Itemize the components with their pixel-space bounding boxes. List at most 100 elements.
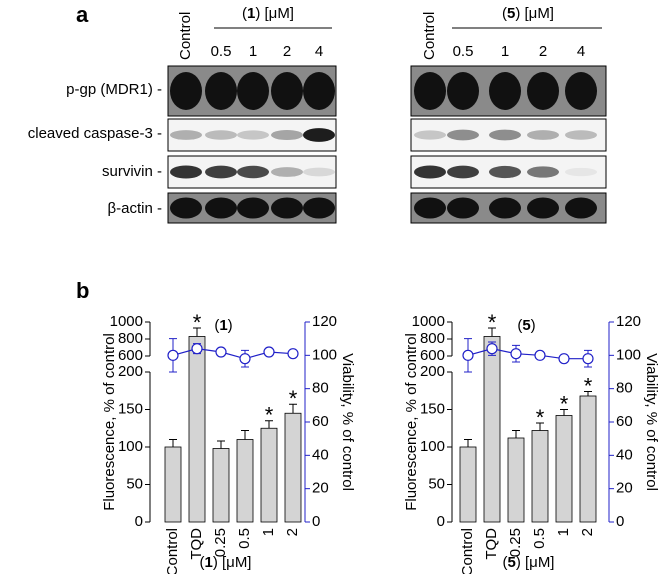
y-tick-label: 100 xyxy=(118,438,143,455)
blot-band xyxy=(170,130,202,140)
y2-tick-label: 20 xyxy=(616,480,633,497)
y2-tick-label: 40 xyxy=(312,446,329,463)
blot-band xyxy=(447,72,479,110)
x-tick-label: Control xyxy=(164,528,181,574)
y2-tick-label: 80 xyxy=(616,380,633,397)
viability-point xyxy=(263,346,275,358)
panel-label: b xyxy=(76,278,89,303)
viability-point xyxy=(582,353,594,365)
y-tick-label: 800 xyxy=(118,330,143,347)
blot-band xyxy=(489,129,521,141)
blot-band xyxy=(489,165,521,179)
viability-point xyxy=(191,343,203,355)
viability-point xyxy=(215,346,227,358)
y-tick-label: 150 xyxy=(118,400,143,417)
x-axis-label: (5) [μM] xyxy=(503,554,555,571)
error-bar xyxy=(464,439,472,447)
viability-point xyxy=(462,349,474,361)
viability-point xyxy=(287,348,299,360)
error-bar xyxy=(217,440,225,449)
blot-band xyxy=(527,72,559,110)
blot-band xyxy=(271,197,303,219)
y-tick-label: 600 xyxy=(118,347,143,364)
x-tick-label: TQD xyxy=(483,528,500,560)
x-tick-label: TQD xyxy=(188,528,205,560)
blot-band xyxy=(565,167,597,177)
lane-label: 2 xyxy=(539,43,547,60)
y2-tick-label: 100 xyxy=(312,346,337,363)
blot-header: (1) [μM] xyxy=(242,5,294,22)
blot-band xyxy=(414,72,446,110)
viability-point xyxy=(510,348,522,360)
y2-tick-label: 60 xyxy=(616,413,633,430)
row-label: survivin - xyxy=(102,163,162,180)
chart-title: (1) xyxy=(214,317,232,334)
y-tick-label: 800 xyxy=(420,330,445,347)
blot-band xyxy=(527,197,559,219)
y-tick-label: 150 xyxy=(420,400,445,417)
bar xyxy=(260,427,278,523)
error-bar xyxy=(512,430,520,438)
x-tick-label: 2 xyxy=(579,528,596,536)
blot-strip xyxy=(410,118,607,152)
bar xyxy=(555,415,573,523)
blot-band xyxy=(237,165,269,179)
significance-mark: * xyxy=(536,405,545,430)
blot-band xyxy=(565,72,597,110)
bar xyxy=(483,336,501,523)
viability-point xyxy=(534,349,546,361)
viability-point xyxy=(486,343,498,355)
blot-band xyxy=(205,130,237,140)
y2-tick-label: 100 xyxy=(616,346,641,363)
error-bar xyxy=(584,391,592,396)
y2-tick-label: 120 xyxy=(616,313,641,330)
y2-tick-label: 40 xyxy=(616,446,633,463)
lane-label: Control xyxy=(177,12,194,60)
bar xyxy=(188,336,206,523)
error-bar xyxy=(265,420,273,429)
blot-band xyxy=(527,166,559,178)
blot-band xyxy=(565,130,597,140)
bar xyxy=(212,448,230,523)
y-tick-label: 200 xyxy=(118,363,143,380)
x-tick-label: 1 xyxy=(555,528,572,536)
y-axis-label: Fluorescence, % of control xyxy=(403,333,420,511)
y-tick-label: 50 xyxy=(126,475,143,492)
x-tick-label: Control xyxy=(459,528,476,574)
blot-band xyxy=(303,167,335,177)
bar xyxy=(579,395,597,523)
blot-band xyxy=(447,165,479,179)
lane-label: 4 xyxy=(577,43,585,60)
y-tick-label: 0 xyxy=(437,513,445,530)
viability-point xyxy=(558,353,570,365)
x-tick-label: 0.25 xyxy=(212,528,229,557)
blot-band xyxy=(303,197,335,219)
blot-band xyxy=(489,197,521,219)
error-bar xyxy=(193,327,201,337)
significance-mark: * xyxy=(289,386,298,411)
bar xyxy=(459,446,477,523)
y-axis-label: Fluorescence, % of control xyxy=(101,333,118,511)
y-tick-label: 1000 xyxy=(110,313,143,330)
y2-axis-label: Viability, % of control xyxy=(339,353,356,491)
significance-mark: * xyxy=(265,403,274,428)
blot-band xyxy=(414,130,446,140)
blot-band xyxy=(271,167,303,177)
y2-tick-label: 60 xyxy=(312,413,329,430)
error-bar xyxy=(289,403,297,414)
bar xyxy=(284,412,302,523)
x-tick-label: 2 xyxy=(284,528,301,536)
y-tick-label: 600 xyxy=(420,347,445,364)
blot-band xyxy=(303,128,335,142)
y2-tick-label: 120 xyxy=(312,313,337,330)
blot-band xyxy=(205,165,237,179)
x-tick-label: 1 xyxy=(260,528,277,536)
lane-label: 1 xyxy=(501,43,509,60)
x-tick-label: 0.5 xyxy=(531,528,548,549)
blot-band xyxy=(565,197,597,219)
y-tick-label: 1000 xyxy=(412,313,445,330)
bar xyxy=(236,439,254,523)
blot-band xyxy=(205,197,237,219)
row-label: p-gp (MDR1) - xyxy=(66,81,162,98)
bar xyxy=(531,430,549,523)
